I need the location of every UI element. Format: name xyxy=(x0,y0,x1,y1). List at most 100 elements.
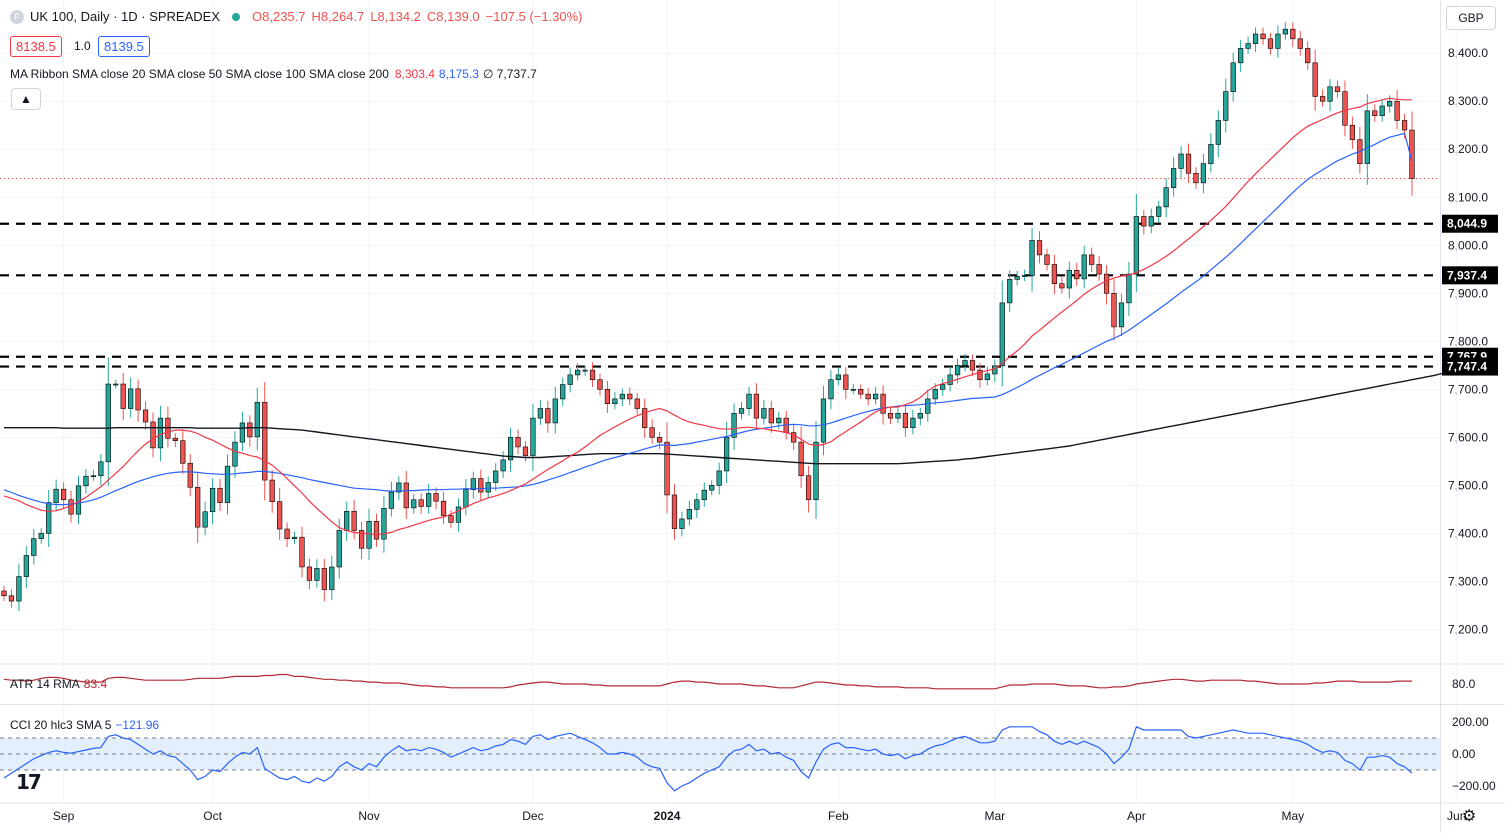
candle-down xyxy=(217,487,223,503)
x-tick-label: May xyxy=(1281,809,1304,823)
chart-title[interactable]: UK 100, Daily · 1D · SPREADEX xyxy=(30,9,221,24)
candle-up xyxy=(746,393,752,409)
gear-icon[interactable]: ⚙ xyxy=(1462,808,1477,825)
candle-up xyxy=(202,511,208,528)
candle-down xyxy=(545,408,551,424)
candle-up xyxy=(873,393,879,400)
collapse-legend-button[interactable]: ▲ xyxy=(11,88,41,110)
candle-up xyxy=(1007,279,1013,304)
candle-down xyxy=(791,432,797,443)
candle-up xyxy=(336,530,342,568)
candle-up xyxy=(1029,240,1035,276)
x-tick-label: Jun xyxy=(1447,809,1466,823)
candle-up xyxy=(738,408,745,414)
cci-tick-label: −200.00 xyxy=(1452,779,1496,793)
change-value: −107.5 (−1.30%) xyxy=(485,9,583,24)
x-tick-label: Sep xyxy=(53,809,75,823)
candle-up xyxy=(485,482,491,493)
candle-down xyxy=(60,488,67,501)
candle-down xyxy=(358,530,365,549)
y-tick-label: 7,400.0 xyxy=(1448,526,1488,540)
candle-down xyxy=(373,521,380,540)
cci-legend[interactable]: CCI 20 hlc3 SMA 5 −121.96 xyxy=(10,718,159,732)
candle-down xyxy=(1297,38,1303,49)
candle-down xyxy=(351,510,357,531)
candle-down xyxy=(649,427,655,438)
candle-up xyxy=(895,413,901,419)
x-tick-label: Apr xyxy=(1127,809,1146,823)
candle-up xyxy=(344,510,350,531)
cci-line xyxy=(3,725,1413,792)
ma-ribbon-legend[interactable]: MA Ribbon SMA close 20 SMA close 50 SMA … xyxy=(10,67,537,81)
candle-down xyxy=(440,500,447,516)
candle-down xyxy=(150,421,156,449)
y-tick-label: 7,300.0 xyxy=(1448,574,1488,588)
candle-up xyxy=(1275,33,1281,49)
x-tick-label: Mar xyxy=(984,809,1005,823)
candle-up xyxy=(1327,86,1333,102)
candle-down xyxy=(843,374,849,390)
candle-down xyxy=(1260,33,1266,40)
candle-up xyxy=(98,461,104,477)
candle-down xyxy=(604,389,611,405)
candle-up xyxy=(1364,110,1370,164)
candle-up xyxy=(366,521,372,549)
sell-price-button[interactable]: 8138.5 xyxy=(10,36,62,57)
candle-down xyxy=(180,440,186,464)
y-tick-label: 8,400.0 xyxy=(1448,46,1488,60)
candle-up xyxy=(1245,43,1251,49)
candle-up xyxy=(314,568,320,581)
candle-down xyxy=(68,499,74,515)
candle-down xyxy=(671,494,678,529)
candle-up xyxy=(575,369,581,376)
spread-value: 1.0 xyxy=(74,39,91,53)
candle-down xyxy=(1342,91,1348,126)
candle-down xyxy=(1372,110,1378,116)
y-tick-label: 8,300.0 xyxy=(1448,94,1488,108)
candle-down xyxy=(865,393,871,400)
candle-down xyxy=(1111,292,1117,328)
candle-up xyxy=(1126,273,1132,304)
ma20-value: 8,303.4 xyxy=(394,67,435,81)
candle-up xyxy=(761,408,767,419)
candle-up xyxy=(1178,153,1184,169)
candle-up xyxy=(224,465,231,503)
candle-up xyxy=(694,499,700,510)
market-open-dot-icon xyxy=(232,12,241,21)
candle-down xyxy=(858,389,864,395)
candle-up xyxy=(209,487,216,513)
candle-down xyxy=(1319,96,1326,102)
candle-up xyxy=(813,441,819,501)
candle-up xyxy=(1252,33,1259,44)
candle-up xyxy=(291,536,298,539)
candle-up xyxy=(23,555,29,577)
candle-down xyxy=(1,590,7,597)
candle-down xyxy=(1036,240,1043,256)
candle-up xyxy=(1200,163,1207,184)
currency-selector[interactable]: GBP xyxy=(1446,6,1496,30)
candle-down xyxy=(172,437,178,441)
y-tick-label: 7,900.0 xyxy=(1448,286,1488,300)
candle-up xyxy=(612,398,618,405)
candle-down xyxy=(1074,269,1080,280)
candle-up xyxy=(530,417,536,456)
candle-up xyxy=(1133,216,1139,275)
open-value: O8,235.7 xyxy=(252,9,306,24)
buy-price-button[interactable]: 8139.5 xyxy=(98,36,150,57)
cci-tick-label: 200.00 xyxy=(1452,715,1489,729)
candle-down xyxy=(120,383,126,409)
atr-legend[interactable]: ATR 14 RMA 83.4 xyxy=(10,677,107,691)
candle-down xyxy=(515,437,521,448)
candle-down xyxy=(597,379,603,390)
candle-up xyxy=(925,398,931,414)
candle-up xyxy=(500,459,506,472)
candle-up xyxy=(619,393,625,400)
candle-down xyxy=(627,393,633,400)
candle-up xyxy=(105,383,111,463)
tradingview-logo-icon[interactable]: 17 xyxy=(16,770,42,794)
candle-up xyxy=(128,388,134,409)
atr-line xyxy=(3,673,1412,690)
candle-down xyxy=(142,409,149,423)
candle-down xyxy=(1141,216,1147,227)
